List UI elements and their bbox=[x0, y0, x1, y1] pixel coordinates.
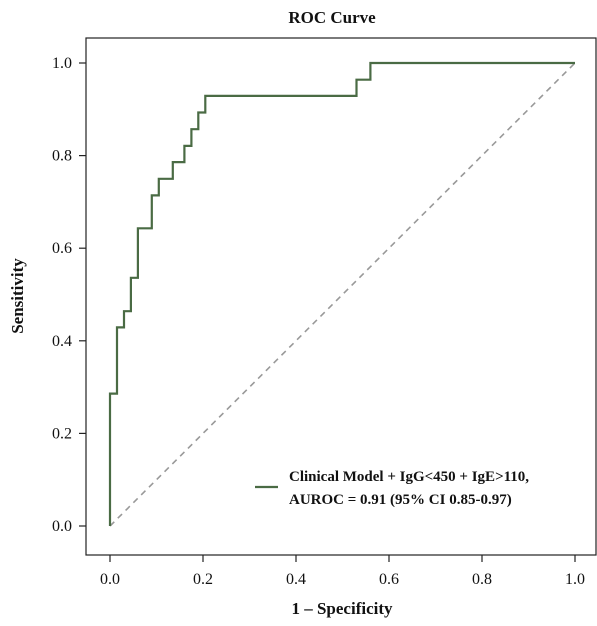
roc-curve-line bbox=[108, 61, 575, 526]
y-tick-label: 0.8 bbox=[52, 148, 72, 165]
y-tick-label: 0.0 bbox=[52, 518, 72, 535]
legend: Clinical Model + IgG<450 + IgE>110, AURO… bbox=[255, 469, 529, 508]
x-tick-label: 0.8 bbox=[472, 571, 492, 588]
x-tick-label: 0.6 bbox=[379, 571, 399, 588]
y-tick-label: 1.0 bbox=[52, 55, 72, 72]
x-tick-label: 0.4 bbox=[286, 571, 306, 588]
reference-diagonal-line bbox=[109, 62, 576, 527]
y-axis: 0.0 0.2 0.4 0.6 0.8 1.0 bbox=[52, 55, 86, 535]
chart-title: ROC Curve bbox=[288, 8, 376, 27]
x-tick-label: 1.0 bbox=[565, 571, 585, 588]
y-tick-label: 0.2 bbox=[52, 425, 72, 442]
legend-line-2: AUROC = 0.91 (95% CI 0.85-0.97) bbox=[289, 492, 512, 508]
x-axis: 0.0 0.2 0.4 0.6 0.8 1.0 bbox=[100, 555, 585, 588]
x-tick-label: 0.2 bbox=[193, 571, 213, 588]
legend-line-1: Clinical Model + IgG<450 + IgE>110, bbox=[289, 469, 529, 485]
x-tick-label: 0.0 bbox=[100, 571, 120, 588]
y-tick-label: 0.6 bbox=[52, 240, 72, 257]
plot-marks bbox=[108, 61, 576, 527]
plot-frame bbox=[85, 37, 597, 556]
y-tick-label: 0.4 bbox=[52, 333, 72, 350]
y-axis-label: Sensitivity bbox=[8, 258, 27, 334]
x-axis-label: 1 – Specificity bbox=[291, 599, 393, 618]
